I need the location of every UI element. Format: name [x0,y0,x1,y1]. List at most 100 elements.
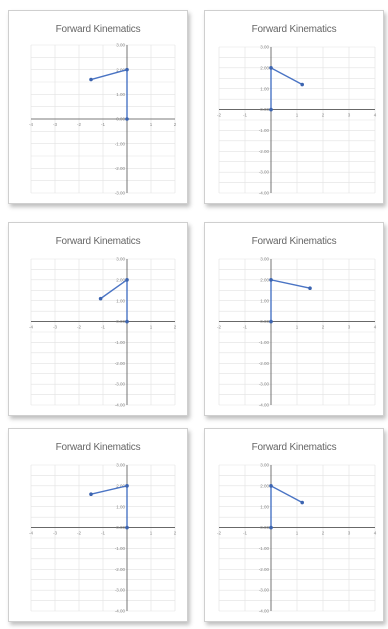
x-tick-label: 3 [348,325,351,330]
data-point [308,286,312,290]
chart-plot: -4.00 -3.00 -2.00 -1.00 0.00 1.00 2.00 3.00 -4 -3… [29,257,177,408]
chart-plot: -4.00 -3.00 -2.00 -1.00 0.00 1.00 2.00 3.00 -2 -1… [217,463,377,614]
x-tick-label: 1 [296,325,299,330]
chart-panel-3: Forward Kinematics -4.00 -3.00 -2.00 -1.00 0… [8,222,188,416]
chart-panel-2: Forward Kinematics -4.00 -3.00 -2.00 -1.00 0… [204,10,384,204]
x-tick-label: 1 [150,531,153,536]
x-tick-label: 3 [348,531,351,536]
y-tick-label: 1.00 [116,504,125,509]
x-tick-label: -1 [101,122,105,127]
y-tick-label: 2.00 [260,483,269,488]
y-tick-label: -2.00 [259,567,270,572]
x-tick-label: -4 [29,325,33,330]
x-tick-label: -2 [217,325,221,330]
data-point [269,484,273,488]
y-tick-label: -3.00 [259,382,270,387]
x-tick-label: -2 [77,122,81,127]
data-point [89,492,93,496]
x-tick-label: 2 [174,531,177,536]
y-tick-label: 3.00 [260,257,269,262]
x-tick-label: 1 [150,325,153,330]
y-tick-label: -2.00 [259,361,270,366]
y-tick-label: -1.00 [259,340,270,345]
y-tick-label: -1.00 [115,340,126,345]
data-point [125,278,129,282]
y-tick-label: -4.00 [259,191,270,196]
chart-plot: -4.00 -3.00 -2.00 -1.00 0.00 1.00 2.00 3.00 -2 -1… [217,257,377,408]
x-tick-label: -4 [29,122,33,127]
x-tick-label: -2 [217,113,221,118]
chart-title: Forward Kinematics [55,236,141,247]
y-tick-label: -3.00 [115,191,126,196]
x-tick-label: 2 [322,531,325,536]
chart-panel-6: Forward Kinematics -4.00 -3.00 -2.00 -1.00 0… [204,428,384,622]
x-tick-label: 1 [296,531,299,536]
y-tick-label: 0.00 [116,525,125,530]
x-tick-label: 1 [296,113,299,118]
y-tick-label: 0.00 [260,319,269,324]
y-tick-label: 3.00 [116,463,125,468]
data-point [300,82,304,87]
y-tick-label: 2.00 [116,483,125,488]
x-tick-label: -3 [53,122,57,127]
y-tick-label: -3.00 [115,588,126,593]
y-tick-label: -1.00 [259,546,270,551]
data-point [125,67,129,72]
x-tick-label: 1 [150,122,153,127]
y-tick-label: 1.00 [260,86,269,91]
y-tick-label: -3.00 [115,382,126,387]
x-tick-label: -1 [243,325,247,330]
x-tick-label: -3 [53,531,57,536]
chart-panel-4: Forward Kinematics -4.00 -3.00 -2.00 -1.00 0… [204,222,384,416]
data-point [125,117,129,121]
y-tick-label: 3.00 [260,463,269,468]
y-tick-label: -1.00 [259,128,270,133]
x-tick-label: 2 [322,325,325,330]
chart-title: Forward Kinematics [55,24,141,35]
data-point [269,278,273,282]
y-tick-label: 1.00 [116,298,125,303]
x-tick-label: 2 [174,325,177,330]
y-tick-label: 2.00 [260,277,269,282]
x-tick-label: -2 [77,325,81,330]
y-tick-label: 3.00 [260,45,269,50]
y-tick-label: 0.00 [260,525,269,530]
x-tick-label: -2 [217,531,221,536]
x-tick-label: -1 [101,531,105,536]
data-point [125,525,129,530]
x-tick-label: -1 [243,113,247,118]
y-tick-label: -4.00 [115,609,126,614]
x-tick-label: 2 [322,113,325,118]
y-tick-label: -4.00 [259,609,270,614]
chart-plot: -4.00 -3.00 -2.00 -1.00 0.00 1.00 2.00 3.00 -2 -1… [217,45,377,196]
x-tick-label: -2 [77,531,81,536]
x-tick-label: 4 [374,325,377,330]
x-tick-label: -3 [53,325,57,330]
y-tick-label: 1.00 [116,92,125,97]
data-point [125,319,129,324]
data-point [125,484,129,488]
y-tick-label: -3.00 [259,588,270,593]
chart-title: Forward Kinematics [55,442,141,453]
y-tick-label: -1.00 [115,141,126,146]
y-tick-label: -2.00 [115,567,126,572]
y-tick-label: 1.00 [260,504,269,509]
data-point [98,296,103,301]
y-tick-label: -4.00 [259,403,270,408]
y-tick-label: -1.00 [115,546,126,551]
x-tick-label: 3 [348,113,351,118]
chart-panel-5: Forward Kinematics -4.00 -3.00 -2.00 -1.00 0… [8,428,188,622]
y-tick-label: 0.00 [260,107,269,112]
chart-plot: -3.00 -2.00 -1.00 0.00 1.00 2.00 3.00 -4 -3 -2 -1 1… [29,43,177,196]
y-tick-label: 3.00 [116,257,125,262]
y-tick-label: -4.00 [115,403,126,408]
chart-panel-1: Forward Kinematics -3.00 -2.00 -1.00 0.00 1.… [8,10,188,204]
x-tick-label: 2 [174,122,177,127]
y-tick-label: 1.00 [260,298,269,303]
y-tick-label: 2.00 [116,277,125,282]
data-point [269,525,273,530]
x-tick-label: -4 [29,531,33,536]
chart-title: Forward Kinematics [251,442,337,453]
chart-title: Forward Kinematics [251,236,337,247]
y-tick-label: -2.00 [115,166,126,171]
